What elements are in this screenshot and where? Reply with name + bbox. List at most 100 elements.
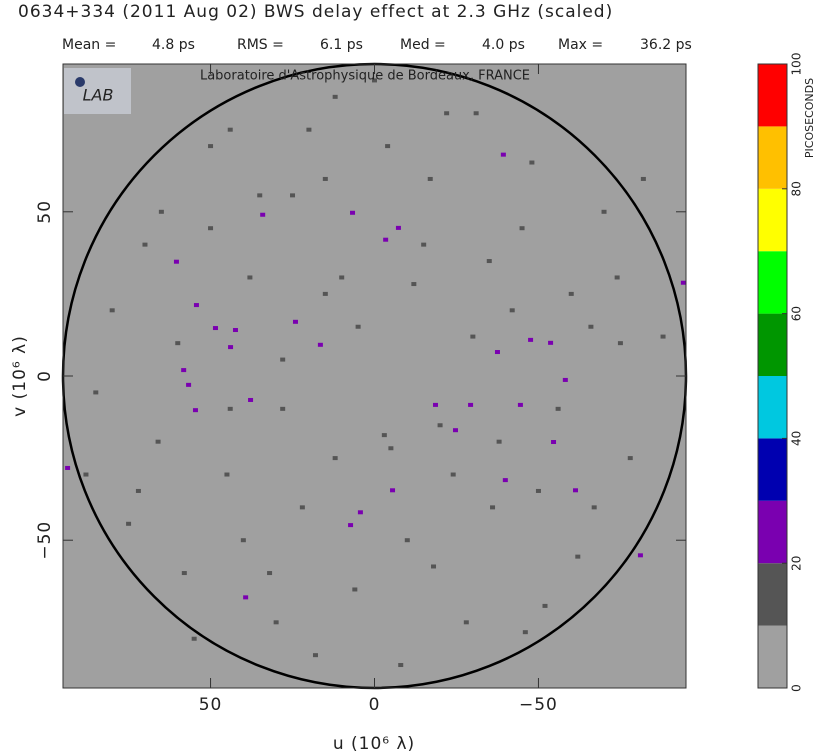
point: [660, 334, 666, 339]
point: [388, 446, 394, 451]
point: [312, 653, 318, 658]
point: [572, 488, 578, 493]
point: [339, 275, 345, 280]
point: [208, 144, 214, 149]
point: [280, 357, 286, 362]
point: [421, 242, 427, 247]
point: [490, 505, 496, 510]
point: [232, 328, 238, 333]
point: [181, 368, 187, 373]
stat-label: RMS =: [237, 37, 284, 53]
point: [450, 472, 456, 477]
point: [350, 210, 356, 215]
point: [486, 259, 492, 264]
point: [158, 209, 164, 214]
point: [395, 225, 401, 230]
point: [444, 111, 450, 116]
point: [463, 620, 469, 625]
point: [411, 282, 417, 287]
point: [348, 523, 354, 528]
point: [468, 402, 474, 407]
chart-title: 0634+334 (2011 Aug 02) BWS delay effect …: [18, 2, 613, 22]
point: [155, 439, 161, 444]
point: [591, 505, 597, 510]
point: [243, 595, 249, 600]
point: [181, 571, 187, 576]
point: [517, 402, 523, 407]
point: [385, 144, 391, 149]
point: [398, 663, 404, 668]
point: [427, 176, 433, 181]
colorbar-tick-label: 40: [790, 431, 804, 446]
point: [109, 308, 115, 313]
point: [568, 291, 574, 296]
stat-value: 36.2 ps: [640, 37, 692, 53]
point: [551, 440, 557, 445]
points: [65, 78, 686, 668]
point: [470, 334, 476, 339]
point: [267, 571, 273, 576]
point: [496, 439, 502, 444]
stat-value: 4.8 ps: [152, 37, 195, 53]
colorbar-bin: [758, 376, 787, 439]
colorbar-tick-label: 100: [790, 53, 804, 76]
y-tick-label: −50: [35, 521, 55, 560]
point: [83, 472, 89, 477]
point: [208, 226, 214, 231]
point: [637, 553, 643, 558]
colorbar-bin: [758, 188, 787, 252]
colorbar-bin: [758, 563, 787, 626]
colorbar-frame: [757, 63, 788, 689]
colorbar-bin: [758, 500, 787, 564]
point: [173, 259, 179, 264]
point: [431, 564, 437, 569]
y-tick-label: 0: [35, 370, 55, 382]
point: [126, 521, 132, 526]
point: [627, 456, 633, 461]
colorbar-tick-label: 80: [790, 181, 804, 196]
point: [357, 510, 363, 515]
colorbar-bin: [758, 313, 787, 376]
point: [227, 406, 233, 411]
point: [65, 465, 71, 470]
stat-label: Med =: [400, 37, 446, 53]
watermark: Laboratoire d'Astrophysique de Bordeaux,…: [200, 69, 530, 84]
point: [381, 433, 387, 438]
point: [257, 193, 263, 198]
point: [142, 242, 148, 247]
colorbar-tick-label: 60: [790, 306, 804, 321]
point: [473, 111, 479, 116]
point: [352, 587, 358, 592]
point: [542, 603, 548, 608]
point: [317, 342, 323, 347]
colorbar-tick-label: 0: [790, 684, 804, 692]
point: [390, 488, 396, 493]
point: [555, 406, 561, 411]
colorbar-bin: [758, 126, 787, 189]
stat-label: Max =: [558, 37, 603, 53]
point: [437, 423, 443, 428]
point: [588, 324, 594, 329]
point: [228, 345, 234, 350]
point: [93, 390, 99, 395]
point: [192, 408, 198, 413]
point: [452, 428, 458, 433]
point: [332, 94, 338, 99]
point: [186, 382, 192, 387]
point: [614, 275, 620, 280]
point: [372, 78, 377, 83]
point: [273, 620, 279, 625]
point: [175, 341, 181, 346]
point: [135, 488, 141, 493]
point: [680, 280, 686, 285]
point: [260, 212, 266, 217]
stat-value: 4.0 ps: [482, 37, 525, 53]
point: [322, 291, 328, 296]
point: [522, 630, 528, 635]
x-tick-label: 50: [199, 695, 223, 715]
point: [494, 350, 500, 355]
stat-label: Mean =: [62, 37, 116, 53]
colorbar-tick-label: 20: [790, 556, 804, 571]
point: [290, 193, 296, 198]
